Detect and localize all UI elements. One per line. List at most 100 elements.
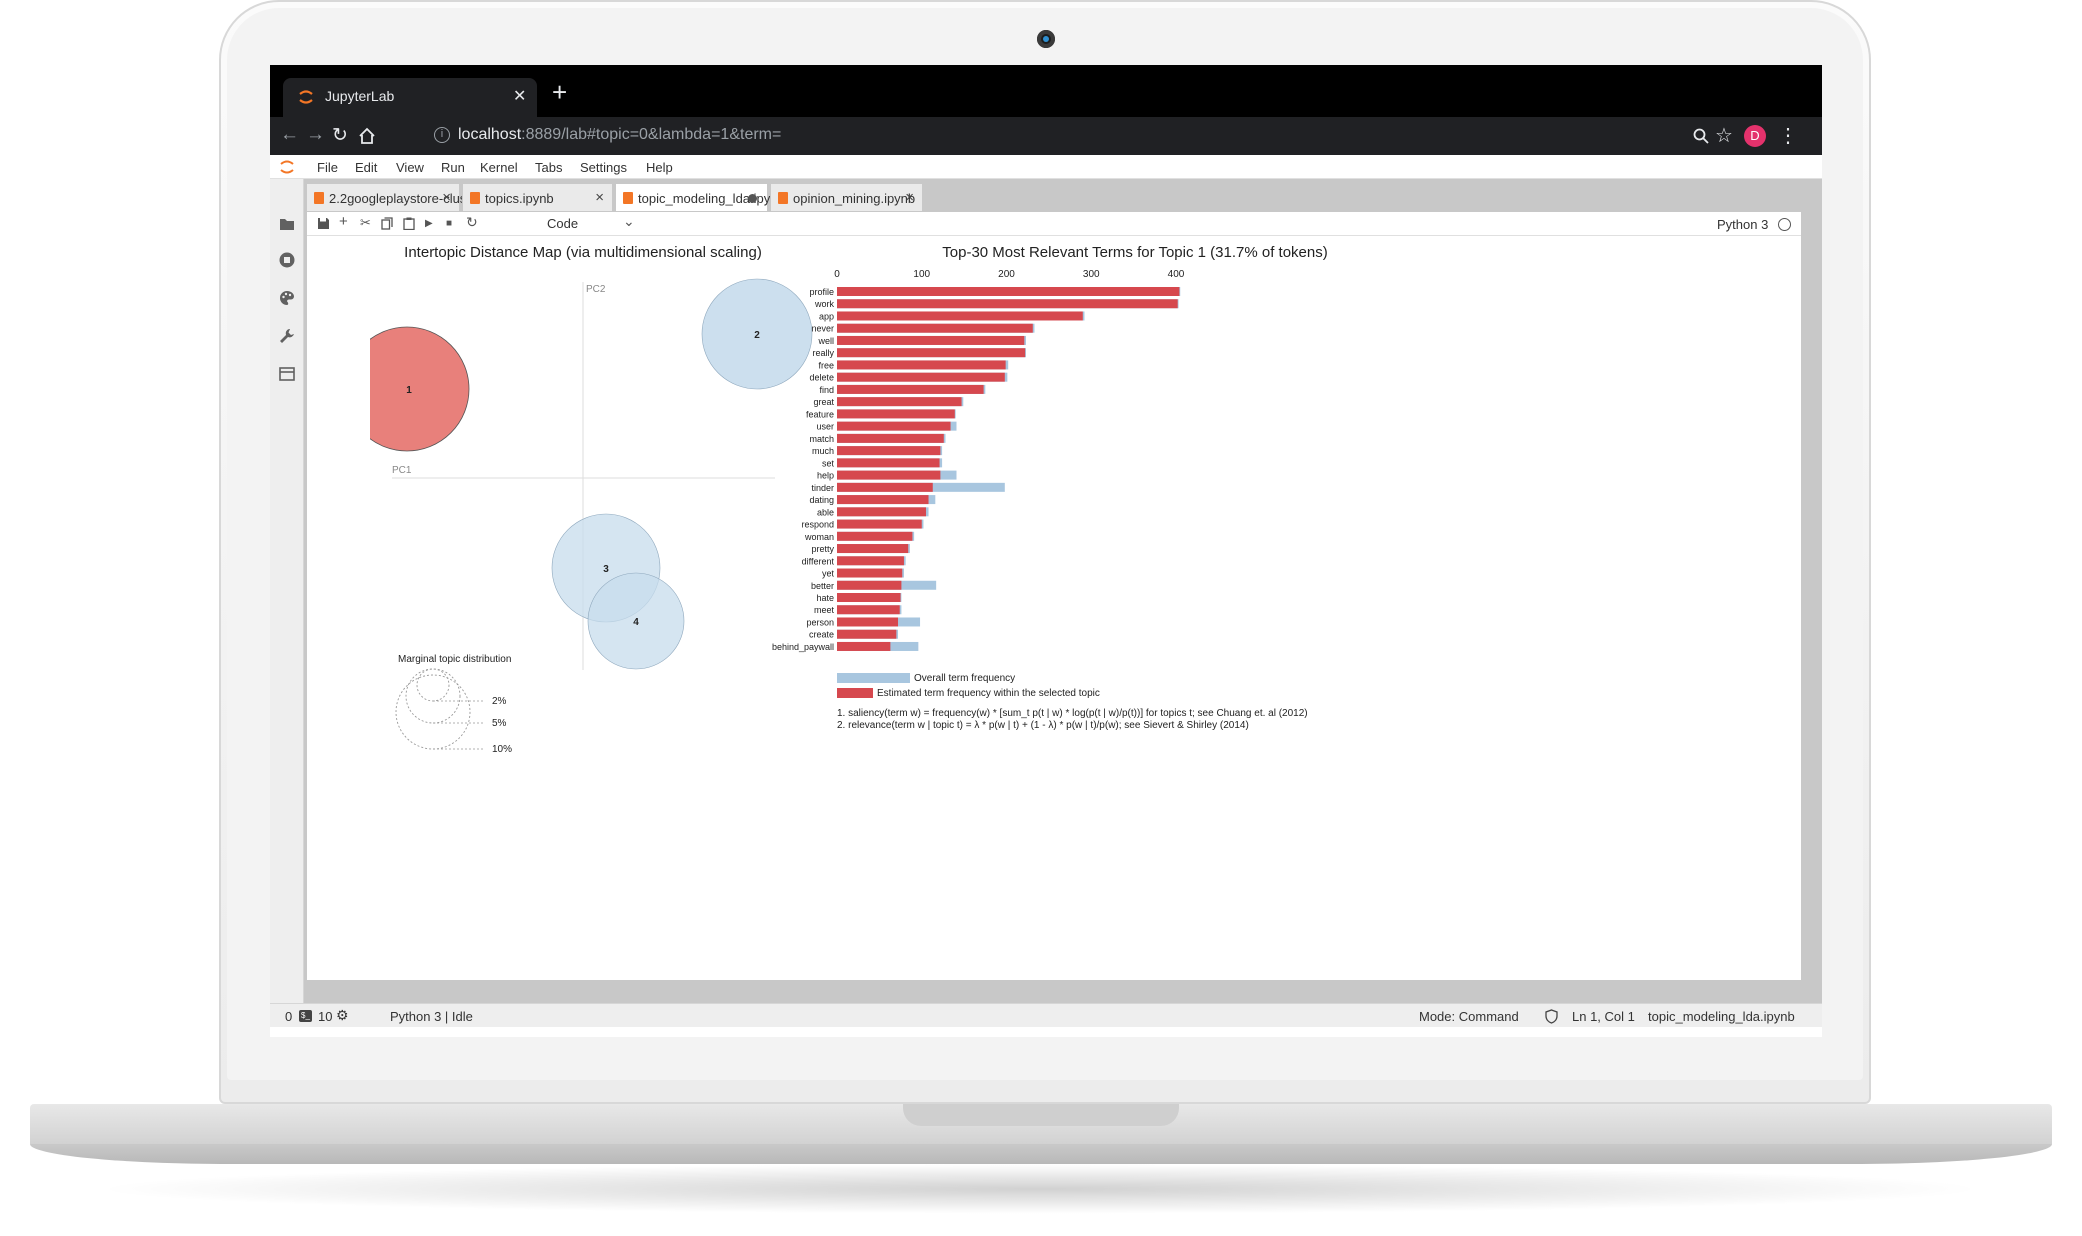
kernel-gear-icon[interactable]: ⚙ <box>336 1007 349 1023</box>
menu-file[interactable]: File <box>317 160 338 175</box>
bar-estimated-never[interactable] <box>837 323 1033 333</box>
url-field[interactable]: localhost:8889/lab#topic=0&lambda=1&term… <box>458 126 781 144</box>
bar-estimated-tinder[interactable] <box>837 482 933 492</box>
palette-icon[interactable] <box>278 289 296 307</box>
back-arrow-icon[interactable]: ← <box>280 124 299 145</box>
bar-estimated-work[interactable] <box>837 299 1178 309</box>
new-tab-button[interactable]: + <box>552 77 568 107</box>
term-label-profile[interactable]: profile <box>809 287 834 297</box>
term-label-well[interactable]: well <box>817 336 834 346</box>
menu-kernel[interactable]: Kernel <box>480 160 518 175</box>
doc-tab-topic-modeling[interactable]: topic_modeling_lda.ipynb <box>615 183 785 211</box>
term-label-match[interactable]: match <box>809 434 834 444</box>
bar-estimated-great[interactable] <box>837 397 962 407</box>
bar-estimated-feature[interactable] <box>837 409 955 419</box>
wrench-icon[interactable] <box>278 327 296 345</box>
bar-estimated-different[interactable] <box>837 556 904 566</box>
term-label-person[interactable]: person <box>806 617 834 627</box>
home-icon[interactable] <box>358 127 376 145</box>
term-label-user[interactable]: user <box>816 422 834 432</box>
topic-circle-1[interactable] <box>345 326 470 452</box>
bar-estimated-yet[interactable] <box>837 568 903 578</box>
term-label-much[interactable]: much <box>812 446 834 456</box>
doc-tab-topics[interactable]: topics.ipynb × <box>462 183 613 211</box>
bar-estimated-well[interactable] <box>837 335 1025 345</box>
bar-estimated-really[interactable] <box>837 348 1026 358</box>
restart-icon[interactable]: ↻ <box>466 214 478 230</box>
bar-estimated-respond[interactable] <box>837 519 922 529</box>
chevron-down-icon[interactable]: ⌄ <box>623 213 635 229</box>
info-icon[interactable]: i <box>434 127 450 143</box>
status-position[interactable]: Ln 1, Col 1 <box>1572 1009 1635 1024</box>
term-label-find[interactable]: find <box>819 385 834 395</box>
term-label-create[interactable]: create <box>809 630 834 640</box>
run-icon[interactable]: ▶ <box>425 218 433 229</box>
close-icon[interactable]: × <box>442 189 451 206</box>
menu-settings[interactable]: Settings <box>580 160 627 175</box>
term-label-tinder[interactable]: tinder <box>811 483 834 493</box>
term-label-delete[interactable]: delete <box>809 373 834 383</box>
close-tab-icon[interactable]: ✕ <box>513 88 527 105</box>
shield-icon[interactable] <box>1545 1009 1558 1024</box>
bar-estimated-free[interactable] <box>837 360 1006 370</box>
bar-estimated-better[interactable] <box>837 580 902 590</box>
term-label-great[interactable]: great <box>813 397 834 407</box>
status-terminals[interactable]: 10 <box>318 1009 333 1024</box>
term-label-never[interactable]: never <box>811 324 834 334</box>
bar-estimated-much[interactable] <box>837 446 941 456</box>
menu-edit[interactable]: Edit <box>355 160 378 175</box>
term-label-woman[interactable]: woman <box>804 532 834 542</box>
term-label-behind_paywall[interactable]: behind_paywall <box>772 642 834 652</box>
bar-estimated-behind_paywall[interactable] <box>837 641 891 651</box>
term-label-pretty[interactable]: pretty <box>811 544 834 554</box>
bar-estimated-find[interactable] <box>837 384 984 394</box>
browser-menu-icon[interactable]: ⋮ <box>1778 125 1798 147</box>
zoom-icon[interactable] <box>1692 127 1710 145</box>
status-kernel[interactable]: Python 3 | Idle <box>390 1009 473 1024</box>
menu-run[interactable]: Run <box>441 160 465 175</box>
stop-circle-icon[interactable] <box>278 251 296 269</box>
tab-window-icon[interactable] <box>278 365 296 383</box>
term-label-really[interactable]: really <box>812 348 834 358</box>
paste-icon[interactable] <box>403 217 415 230</box>
stop-icon[interactable]: ■ <box>446 218 453 229</box>
profile-avatar[interactable]: D <box>1744 125 1766 147</box>
unsaved-dot-icon[interactable] <box>748 194 757 203</box>
kernel-name[interactable]: Python 3 <box>1717 217 1769 232</box>
bookmark-star-icon[interactable]: ☆ <box>1715 125 1733 147</box>
menu-help[interactable]: Help <box>646 160 673 175</box>
term-label-work[interactable]: work <box>814 299 835 309</box>
close-icon[interactable]: × <box>595 189 604 206</box>
terminal-icon[interactable]: $_ <box>299 1010 312 1022</box>
save-icon[interactable] <box>317 217 330 230</box>
reload-icon[interactable]: ↻ <box>332 125 348 146</box>
bar-estimated-set[interactable] <box>837 458 940 468</box>
term-label-help[interactable]: help <box>817 471 834 481</box>
cut-icon[interactable]: ✂ <box>360 215 371 230</box>
term-label-set[interactable]: set <box>822 458 835 468</box>
doc-tab-opinion-mining[interactable]: opinion_mining.ipynb × <box>770 183 923 211</box>
term-label-able[interactable]: able <box>817 507 834 517</box>
menu-view[interactable]: View <box>396 160 424 175</box>
status-count[interactable]: 0 <box>285 1009 293 1024</box>
topic-circle-2[interactable] <box>701 278 813 390</box>
term-label-app[interactable]: app <box>819 311 834 321</box>
term-label-free[interactable]: free <box>818 360 834 370</box>
bar-estimated-meet[interactable] <box>837 605 900 615</box>
bar-estimated-delete[interactable] <box>837 372 1005 382</box>
bar-estimated-match[interactable] <box>837 433 944 443</box>
term-label-dating[interactable]: dating <box>809 495 834 505</box>
add-cell-icon[interactable]: + <box>339 213 348 230</box>
bar-estimated-able[interactable] <box>837 507 926 517</box>
folder-icon[interactable] <box>278 215 296 233</box>
close-icon[interactable]: × <box>905 189 914 206</box>
bar-estimated-hate[interactable] <box>837 593 901 602</box>
bar-estimated-app[interactable] <box>837 311 1083 321</box>
cell-type-select[interactable]: Code <box>547 216 579 231</box>
term-label-yet[interactable]: yet <box>822 569 835 579</box>
topic-circle-4[interactable] <box>587 572 685 670</box>
bar-estimated-help[interactable] <box>837 470 941 480</box>
term-label-feature[interactable]: feature <box>806 409 834 419</box>
term-label-better[interactable]: better <box>811 581 834 591</box>
term-label-hate[interactable]: hate <box>816 593 834 603</box>
